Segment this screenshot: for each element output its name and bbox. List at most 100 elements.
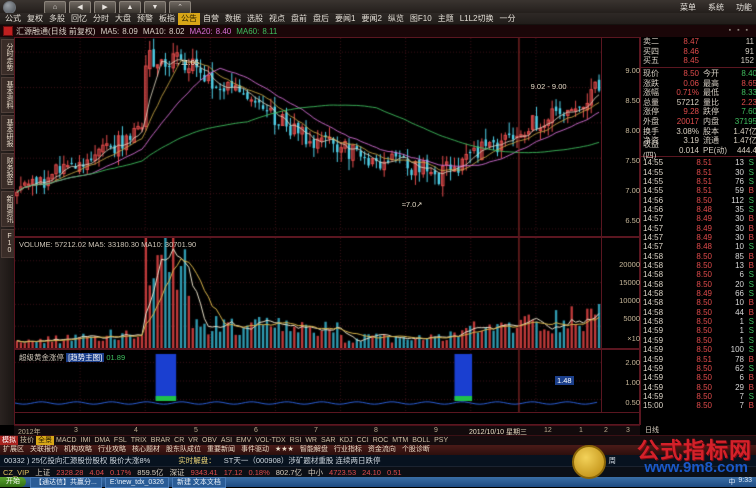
window-menu-right[interactable]: 菜单 系统 功能	[680, 2, 752, 13]
nav2-btn-0[interactable]: 扩展区	[0, 445, 27, 455]
menu-item-18[interactable]: 图F10	[407, 13, 435, 25]
candlestick-canvas[interactable]	[15, 38, 601, 236]
menu-item-12[interactable]: 视点	[266, 13, 288, 25]
menu-item-8[interactable]: 公告	[178, 13, 200, 25]
news-left[interactable]: 00332 ) 25亿投向汇源股份股权 股价大涨8%	[0, 455, 154, 466]
nav2-btn-10[interactable]: 行业指标	[331, 445, 365, 455]
nav2-btn-7[interactable]: 事件驱动	[238, 445, 272, 455]
nav2-btn-8[interactable]: ★★★	[272, 445, 297, 455]
nav2-btn-6[interactable]: 重要新闻	[204, 445, 238, 455]
menu-item-1[interactable]: 复权	[24, 13, 46, 25]
nav2-btn-2[interactable]: 机构攻略	[61, 445, 95, 455]
menu-item-9[interactable]: 自营	[200, 13, 222, 25]
start-button[interactable]: 开始	[0, 477, 26, 487]
nav2-btn-5[interactable]: 股东队成位	[163, 445, 204, 455]
menu-item-3[interactable]: 回忆	[68, 13, 90, 25]
left-sidebar[interactable]: 分时走势基本资料基本研报财务报告新闻资讯 F10	[0, 37, 15, 425]
menu-gong-neng[interactable]: 功能	[736, 2, 752, 13]
sidebar-item-4[interactable]: 新闻资讯	[1, 191, 15, 227]
menu-item-2[interactable]: 多股	[46, 13, 68, 25]
sidebar-item-3[interactable]: 财务报告	[1, 153, 15, 189]
menu-item-0[interactable]: 公式	[2, 13, 24, 25]
menu-item-19[interactable]: 主题	[435, 13, 457, 25]
clock[interactable]: 9:33	[738, 477, 752, 487]
menu-item-10[interactable]: 数据	[222, 13, 244, 25]
system-tray[interactable]: 中 9:33	[728, 477, 756, 487]
menu-xi-tong[interactable]: 系统	[708, 2, 724, 13]
nav2-btn-3[interactable]: 行业攻略	[95, 445, 129, 455]
menu-item-14[interactable]: 盘后	[310, 13, 332, 25]
index-item-9[interactable]: 0.18%	[245, 468, 272, 477]
menu-item-6[interactable]: 预警	[134, 13, 156, 25]
menu-item-21[interactable]: 一分	[497, 13, 519, 25]
nav2-btn-9[interactable]: 智能解盘	[297, 445, 331, 455]
taskbar-item-0[interactable]: 【通达信】共赢分...	[30, 477, 102, 488]
news-mid[interactable]: ST天一（000908）涉矿题材重股 连续两日跌停	[220, 455, 385, 466]
sidebar-item-1[interactable]: 基本资料	[1, 77, 15, 113]
menu-item-13[interactable]: 盘前	[288, 13, 310, 25]
nav2-btn-4[interactable]: 核心题材	[129, 445, 163, 455]
sidebar-item-2[interactable]: 基本研报	[1, 115, 15, 151]
menu-cai-dan[interactable]: 菜单	[680, 2, 696, 13]
nav2-btn-1[interactable]: 关联报价	[27, 445, 61, 455]
index-item-13[interactable]: 24.10	[359, 468, 384, 477]
sidebar-item-0[interactable]: 分时走势	[1, 39, 15, 75]
index-item-12[interactable]: 4723.53	[326, 468, 359, 477]
sidebar-item-5[interactable]: F10	[1, 229, 15, 258]
menu-item-17[interactable]: 纵览	[385, 13, 407, 25]
os-taskbar[interactable]: 开始 【通达信】共赢分... E:\new_tdx_0326 新建 文本文档 中…	[0, 477, 756, 487]
nav2-btn-12[interactable]: 个股诊断	[399, 445, 433, 455]
menu-item-7[interactable]: 板指	[156, 13, 178, 25]
menu-item-15[interactable]: 要闻1	[332, 13, 358, 25]
volume-pane[interactable]: VOLUME: 57212.02 MA5: 33180.30 MA10: 307…	[14, 237, 640, 349]
menu-item-20[interactable]: L1L2切换	[457, 13, 497, 25]
index-item-0[interactable]: CZ_VIP	[0, 468, 32, 477]
volume-canvas[interactable]	[15, 238, 601, 348]
menu-item-5[interactable]: 大盘	[112, 13, 134, 25]
ime-indicator[interactable]: 中	[728, 477, 735, 487]
menu-item-16[interactable]: 要闻2	[358, 13, 384, 25]
tick-flag: B	[744, 233, 754, 242]
taskbar-item-1[interactable]: E:\new_tdx_0326	[105, 477, 169, 488]
nav2-btn-11[interactable]: 资金流向	[365, 445, 399, 455]
index-item-14[interactable]: 0.51	[384, 468, 405, 477]
taskbar-item-2[interactable]: 新建 文本文档	[172, 477, 226, 488]
menu-item-4[interactable]: 分时	[90, 13, 112, 25]
menu-item-11[interactable]: 选股	[244, 13, 266, 25]
